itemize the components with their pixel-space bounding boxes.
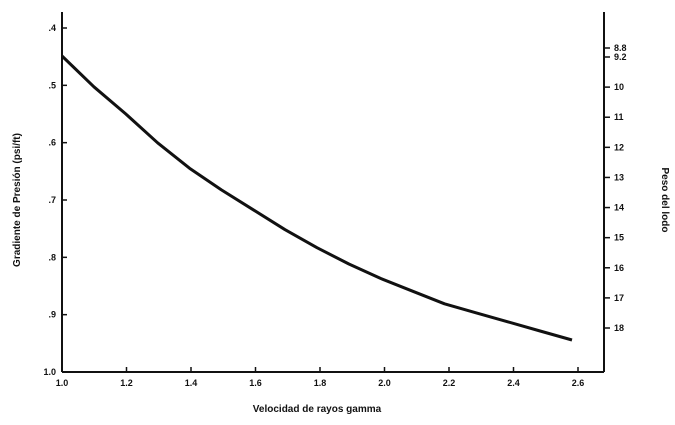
y-tick-label: .9: [48, 310, 56, 320]
x-tick-label: 1.6: [249, 378, 262, 388]
y-right-tick-label: 11: [614, 112, 624, 122]
axes: [61, 12, 605, 373]
y-right-axis-title: Peso del lodo: [659, 167, 670, 232]
y-axis-title: Gradiente de Presión (psi/ft): [12, 133, 23, 267]
tick-marks: [61, 27, 610, 373]
x-tick-label: 1.2: [120, 378, 133, 388]
y-tick-label: .8: [48, 252, 56, 262]
y-tick-label: .7: [48, 195, 56, 205]
y-tick-label: .4: [48, 23, 56, 33]
x-tick-label: 1.4: [185, 378, 198, 388]
x-tick-label: 2.2: [443, 378, 456, 388]
tick-labels: 1.0 1.2 1.4 1.6 1.8 2.0 2.2 2.4 2.6 .4 .5 .6 .7 .8 .9 1…: [43, 23, 626, 388]
y-right-tick-label: 15: [614, 233, 624, 243]
x-tick-label: 2.0: [378, 378, 391, 388]
y-right-tick-label: 17: [614, 293, 624, 303]
x-tick-label: 1.8: [314, 378, 327, 388]
y-right-tick-label: 14: [614, 203, 624, 213]
y-right-tick-label: 13: [614, 172, 624, 182]
series-lines: [60, 54, 573, 342]
y-tick-label: 1.0: [43, 367, 56, 377]
x-tick-label: 1.0: [56, 378, 69, 388]
y-right-tick-label: 16: [614, 263, 624, 273]
x-tick-label: 2.6: [572, 378, 585, 388]
y-right-tick-label: 8.8: [614, 43, 627, 53]
y-right-tick-label: 12: [614, 142, 624, 152]
y-tick-label: .5: [48, 80, 56, 90]
y-right-tick-label: 18: [614, 323, 624, 333]
x-axis-title: Velocidad de rayos gamma: [253, 404, 382, 415]
x-tick-label: 2.4: [507, 378, 520, 388]
y-right-tick-label: 10: [614, 82, 624, 92]
y-right-tick-label: 9.2: [614, 52, 627, 62]
y-tick-label: .6: [48, 138, 56, 148]
series-line: [60, 54, 573, 342]
